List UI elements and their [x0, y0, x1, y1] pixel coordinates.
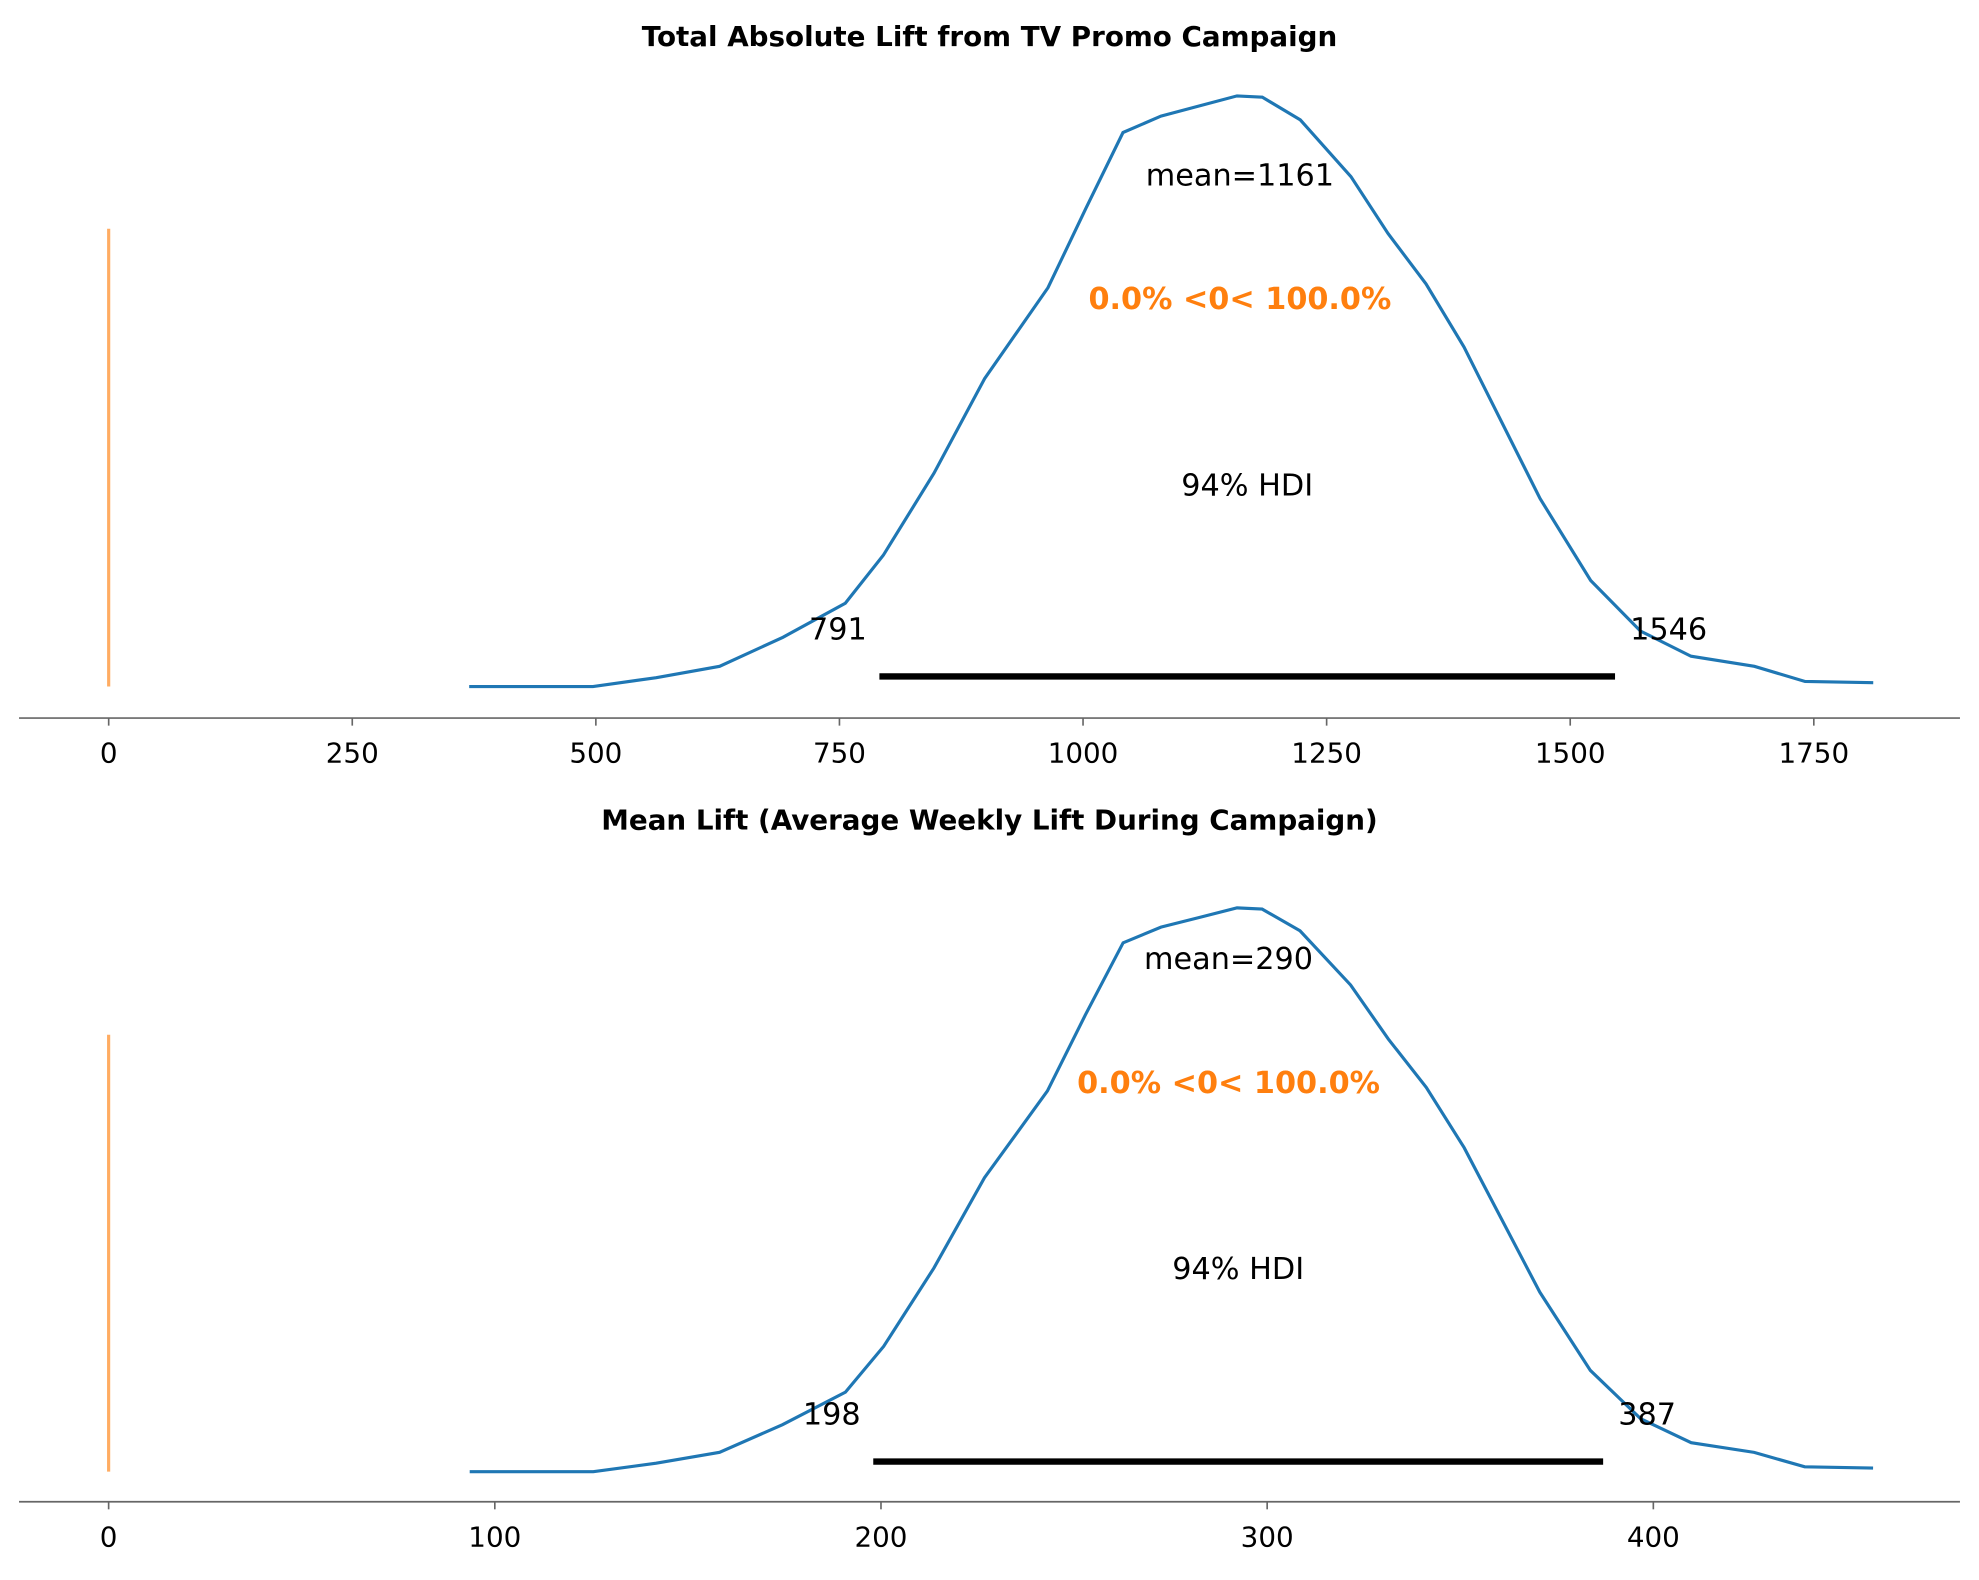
x-tick-label: 1000 [1048, 737, 1119, 770]
hdi-low-label: 198 [803, 1398, 861, 1433]
x-tick-label: 500 [569, 737, 622, 770]
x-tick-label: 250 [326, 737, 379, 770]
x-tick-label: 1750 [1778, 737, 1849, 770]
chart-title: Mean Lift (Average Weekly Lift During Ca… [601, 804, 1377, 837]
reference-label: 0.0% <0< 100.0% [1088, 282, 1391, 317]
density-curve [469, 906, 1874, 1474]
hdi-high-label: 1546 [1630, 612, 1707, 647]
x-tick-label: 1250 [1291, 737, 1362, 770]
hdi-low-label: 791 [809, 612, 867, 647]
x-tick-label: 300 [1241, 1520, 1294, 1553]
reference-label: 0.0% <0< 100.0% [1077, 1066, 1380, 1101]
hdi-high-label: 387 [1618, 1398, 1676, 1433]
x-tick-label: 400 [1627, 1520, 1680, 1553]
x-tick-label: 200 [854, 1520, 907, 1553]
hdi-label: 94% HDI [1172, 1252, 1304, 1287]
density-curve [469, 94, 1874, 689]
hdi-label: 94% HDI [1181, 468, 1313, 503]
x-tick-label: 0 [100, 737, 118, 770]
x-tick-label: 100 [468, 1520, 521, 1553]
x-tick-label: 1500 [1535, 737, 1606, 770]
mean-label: mean=290 [1144, 942, 1313, 977]
chart-title: Total Absolute Lift from TV Promo Campai… [642, 20, 1338, 53]
x-tick-label: 0 [100, 1520, 118, 1553]
x-tick-label: 750 [813, 737, 866, 770]
mean-label: mean=1161 [1146, 158, 1334, 193]
